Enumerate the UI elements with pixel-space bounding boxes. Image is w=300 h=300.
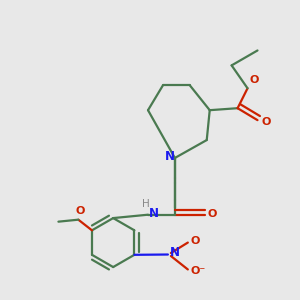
Text: H: H [142,199,149,209]
Text: N: N [164,150,175,163]
Text: O⁻: O⁻ [190,266,206,276]
Text: O: O [249,75,258,85]
Text: O: O [190,236,200,246]
Text: N: N [169,246,179,259]
Text: O: O [75,206,85,216]
Text: N: N [149,207,159,220]
Text: O: O [208,209,217,219]
Text: O: O [261,117,271,127]
